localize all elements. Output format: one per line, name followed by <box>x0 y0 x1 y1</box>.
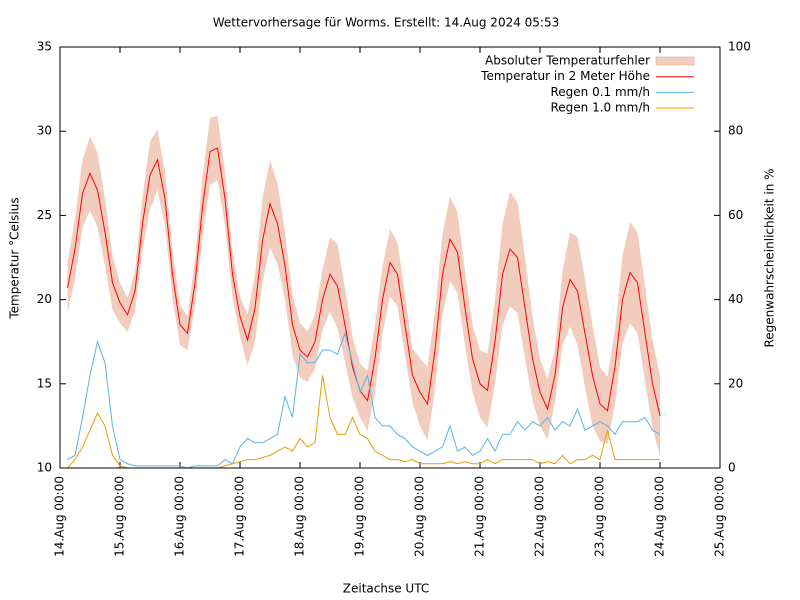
legend-label: Regen 1.0 mm/h <box>550 101 650 115</box>
legend-label: Regen 0.1 mm/h <box>550 85 650 99</box>
y2-tick-label: 20 <box>728 376 743 390</box>
x-tick-label: 20.Aug 00:00 <box>413 476 427 557</box>
y-tick-label: 25 <box>37 208 52 222</box>
y2-tick-label: 100 <box>728 40 751 54</box>
legend-label: Absoluter Temperaturfehler <box>485 54 650 68</box>
y-tick-label: 30 <box>37 124 52 138</box>
y2-tick-label: 60 <box>728 208 743 222</box>
x-tick-label: 22.Aug 00:00 <box>533 476 547 557</box>
y2-tick-label: 80 <box>728 124 743 138</box>
series-line <box>67 331 661 469</box>
x-tick-label: 14.Aug 00:00 <box>53 476 67 557</box>
y2-tick-label: 0 <box>728 461 736 475</box>
x-tick-label: 15.Aug 00:00 <box>113 476 127 557</box>
y-tick-label: 15 <box>37 376 52 390</box>
y2-axis-label: Regenwahrscheinlichkeit in % <box>763 168 777 347</box>
x-tick-label: 23.Aug 00:00 <box>593 476 607 557</box>
y-tick-label: 10 <box>37 461 52 475</box>
y2-tick-label: 40 <box>728 292 743 306</box>
x-tick-label: 24.Aug 00:00 <box>653 476 667 557</box>
x-axis-label: Zeitachse UTC <box>343 582 429 596</box>
x-tick-label: 16.Aug 00:00 <box>173 476 187 557</box>
x-tick-label: 17.Aug 00:00 <box>233 476 247 557</box>
y-tick-label: 35 <box>37 40 52 54</box>
legend-label: Temperatur in 2 Meter Höhe <box>480 69 650 83</box>
x-tick-label: 18.Aug 00:00 <box>293 476 307 557</box>
plot-frame <box>59 46 721 469</box>
x-tick-label: 19.Aug 00:00 <box>353 476 367 557</box>
y-tick-label: 20 <box>37 292 52 306</box>
chart-title: Wettervorhersage für Worms. Erstellt: 14… <box>213 16 560 30</box>
x-tick-label: 21.Aug 00:00 <box>473 476 487 557</box>
legend-swatch <box>655 56 695 66</box>
error-band <box>67 116 660 457</box>
y-axis-label: Temperatur °Celsius <box>8 197 22 319</box>
series-line <box>67 147 661 416</box>
x-tick-label: 25.Aug 00:00 <box>713 476 727 557</box>
